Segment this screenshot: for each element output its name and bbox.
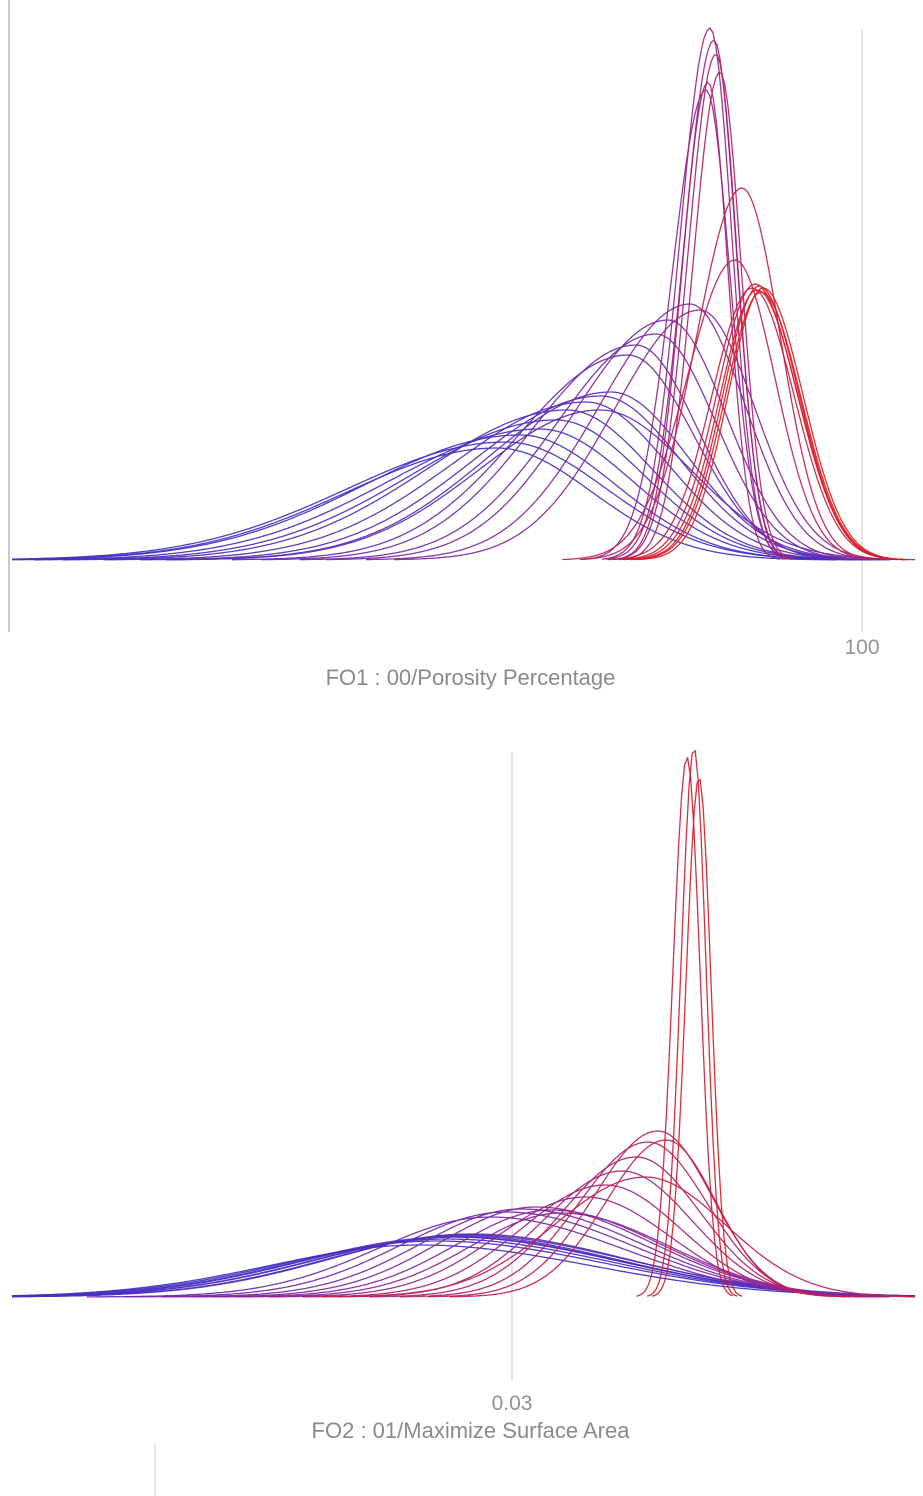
density-curve: [140, 395, 888, 561]
density-curve: [326, 319, 876, 561]
density-curve: [615, 54, 790, 560]
density-curve: [629, 285, 903, 561]
density-curve: [366, 303, 889, 561]
x-tick-label-bottom: 0.03: [491, 1392, 533, 1415]
density-curve: [646, 750, 738, 1297]
density-curve: [11, 1244, 916, 1297]
density-curve: [636, 287, 908, 561]
density-curve: [167, 409, 916, 561]
x-axis-title-top: FO1 : 00/Porosity Percentage: [325, 665, 616, 690]
x-axis-title-bottom: FO2 : 01/Maximize Surface Area: [311, 1418, 630, 1443]
density-curve: [427, 1130, 851, 1298]
density-curve: [614, 81, 780, 560]
density-curve: [190, 1206, 914, 1298]
density-curve: [579, 187, 878, 561]
x-tick-label-top: 100: [844, 636, 880, 659]
density-curve: [103, 401, 881, 561]
density-curve: [651, 778, 743, 1297]
density-curve: [622, 71, 794, 560]
density-curve: [562, 259, 878, 561]
density-curve: [232, 354, 866, 561]
density-curve: [636, 756, 733, 1297]
density-curve: [394, 309, 899, 561]
density-curve: [124, 1211, 914, 1298]
density-curve: [12, 447, 837, 561]
density-curve: [63, 409, 874, 561]
density-curve: [34, 419, 872, 561]
density-curve: [11, 1240, 915, 1297]
density-curve: [12, 441, 864, 561]
density-curve: [261, 344, 859, 561]
density-curve: [11, 434, 861, 561]
density-curve: [631, 291, 905, 561]
density-curve: [299, 333, 870, 561]
density-curve: [321, 1176, 916, 1298]
density-curve: [12, 428, 870, 561]
density-curve: [237, 1212, 915, 1298]
density-curve: [449, 1139, 847, 1298]
